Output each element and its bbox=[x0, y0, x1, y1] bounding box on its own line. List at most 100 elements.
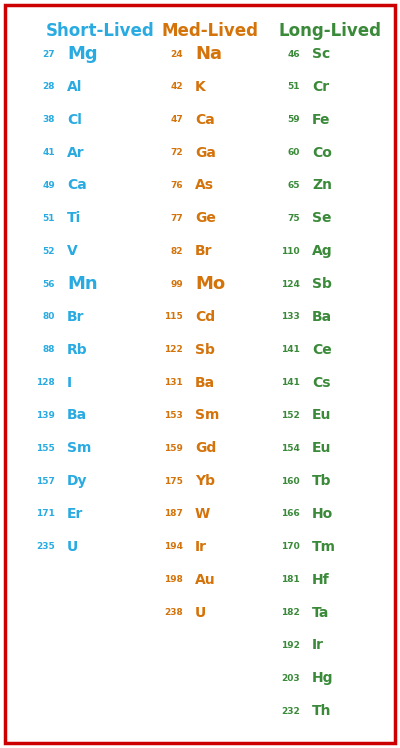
Text: Cr: Cr bbox=[312, 80, 329, 94]
Text: 232: 232 bbox=[281, 707, 300, 716]
Text: 128: 128 bbox=[36, 378, 55, 387]
Text: Ba: Ba bbox=[312, 310, 332, 324]
Text: Ce: Ce bbox=[312, 343, 332, 357]
Text: 153: 153 bbox=[164, 411, 183, 420]
Text: Sm: Sm bbox=[195, 408, 219, 423]
Text: Tb: Tb bbox=[312, 474, 332, 488]
Text: Med-Lived: Med-Lived bbox=[162, 22, 258, 40]
Text: Th: Th bbox=[312, 704, 332, 718]
Text: 72: 72 bbox=[170, 148, 183, 157]
Text: Br: Br bbox=[67, 310, 84, 324]
Text: 194: 194 bbox=[164, 542, 183, 551]
Text: Ba: Ba bbox=[67, 408, 87, 423]
Text: 82: 82 bbox=[170, 247, 183, 256]
Text: Sc: Sc bbox=[312, 47, 330, 61]
Text: Co: Co bbox=[312, 146, 332, 159]
Text: Yb: Yb bbox=[195, 474, 215, 488]
Text: Fe: Fe bbox=[312, 113, 330, 126]
Text: 181: 181 bbox=[281, 575, 300, 584]
Text: Ta: Ta bbox=[312, 606, 329, 619]
Text: Mn: Mn bbox=[67, 275, 98, 293]
Text: 24: 24 bbox=[170, 49, 183, 58]
Text: V: V bbox=[67, 244, 78, 258]
Text: 115: 115 bbox=[164, 313, 183, 322]
Text: 122: 122 bbox=[164, 346, 183, 355]
Text: 235: 235 bbox=[36, 542, 55, 551]
Text: 192: 192 bbox=[281, 641, 300, 650]
Text: 171: 171 bbox=[36, 509, 55, 518]
Text: 42: 42 bbox=[170, 82, 183, 91]
Text: 56: 56 bbox=[42, 280, 55, 289]
Text: Ga: Ga bbox=[195, 146, 216, 159]
Text: 51: 51 bbox=[42, 214, 55, 223]
Text: 170: 170 bbox=[281, 542, 300, 551]
Text: Er: Er bbox=[67, 507, 83, 521]
Text: Eu: Eu bbox=[312, 408, 331, 423]
Text: 203: 203 bbox=[281, 674, 300, 683]
Text: U: U bbox=[67, 540, 78, 554]
Text: Cd: Cd bbox=[195, 310, 215, 324]
Text: 47: 47 bbox=[170, 115, 183, 124]
Text: Cl: Cl bbox=[67, 113, 82, 126]
Text: Au: Au bbox=[195, 573, 216, 586]
Text: Sb: Sb bbox=[195, 343, 215, 357]
Text: Long-Lived: Long-Lived bbox=[278, 22, 382, 40]
Text: 27: 27 bbox=[42, 49, 55, 58]
Text: 166: 166 bbox=[281, 509, 300, 518]
Text: Se: Se bbox=[312, 211, 332, 225]
Text: Mg: Mg bbox=[67, 45, 98, 63]
Text: Gd: Gd bbox=[195, 441, 216, 456]
Text: 65: 65 bbox=[288, 181, 300, 190]
Text: As: As bbox=[195, 179, 214, 192]
Text: Sm: Sm bbox=[67, 441, 91, 456]
Text: Ar: Ar bbox=[67, 146, 85, 159]
Text: Br: Br bbox=[195, 244, 212, 258]
Text: Mo: Mo bbox=[195, 275, 225, 293]
Text: 51: 51 bbox=[288, 82, 300, 91]
Text: 238: 238 bbox=[164, 608, 183, 617]
Text: 187: 187 bbox=[164, 509, 183, 518]
Text: Ir: Ir bbox=[195, 540, 207, 554]
Text: 141: 141 bbox=[281, 346, 300, 355]
Text: Tm: Tm bbox=[312, 540, 336, 554]
Text: 155: 155 bbox=[36, 444, 55, 453]
Text: W: W bbox=[195, 507, 210, 521]
Text: Sb: Sb bbox=[312, 277, 332, 291]
Text: 59: 59 bbox=[287, 115, 300, 124]
Text: Eu: Eu bbox=[312, 441, 331, 456]
Text: 52: 52 bbox=[42, 247, 55, 256]
Text: Rb: Rb bbox=[67, 343, 88, 357]
Text: 160: 160 bbox=[281, 476, 300, 485]
Text: 46: 46 bbox=[287, 49, 300, 58]
Text: 38: 38 bbox=[42, 115, 55, 124]
Text: 152: 152 bbox=[281, 411, 300, 420]
FancyBboxPatch shape bbox=[5, 5, 395, 743]
Text: 49: 49 bbox=[42, 181, 55, 190]
Text: 198: 198 bbox=[164, 575, 183, 584]
Text: K: K bbox=[195, 80, 206, 94]
Text: 124: 124 bbox=[281, 280, 300, 289]
Text: Hg: Hg bbox=[312, 671, 334, 685]
Text: I: I bbox=[67, 375, 72, 390]
Text: 141: 141 bbox=[281, 378, 300, 387]
Text: 28: 28 bbox=[42, 82, 55, 91]
Text: 182: 182 bbox=[281, 608, 300, 617]
Text: 60: 60 bbox=[288, 148, 300, 157]
Text: 77: 77 bbox=[170, 214, 183, 223]
Text: Ir: Ir bbox=[312, 639, 324, 652]
Text: Ca: Ca bbox=[195, 113, 215, 126]
Text: Ba: Ba bbox=[195, 375, 215, 390]
Text: 76: 76 bbox=[170, 181, 183, 190]
Text: Ge: Ge bbox=[195, 211, 216, 225]
Text: 139: 139 bbox=[36, 411, 55, 420]
Text: 88: 88 bbox=[42, 346, 55, 355]
Text: Zn: Zn bbox=[312, 179, 332, 192]
Text: 41: 41 bbox=[42, 148, 55, 157]
Text: Na: Na bbox=[195, 45, 222, 63]
Text: Hf: Hf bbox=[312, 573, 330, 586]
Text: Short-Lived: Short-Lived bbox=[46, 22, 154, 40]
Text: Ti: Ti bbox=[67, 211, 81, 225]
Text: 159: 159 bbox=[164, 444, 183, 453]
Text: U: U bbox=[195, 606, 206, 619]
Text: 99: 99 bbox=[170, 280, 183, 289]
